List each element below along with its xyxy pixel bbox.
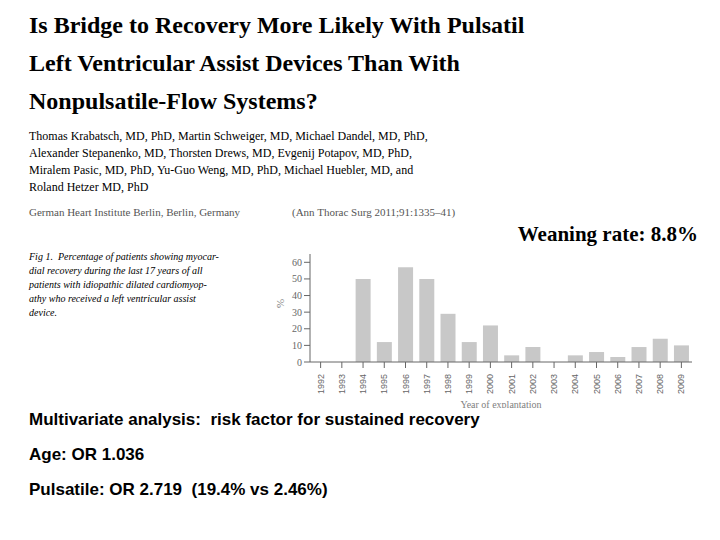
svg-text:30: 30 (292, 307, 302, 318)
svg-text:1996: 1996 (401, 374, 411, 394)
html-text:Weaning rate: 8.8%: Weaning rate: 8.8% (517, 222, 698, 246)
svg-text:1994: 1994 (358, 374, 368, 394)
html-text:Fig 1. Percentage of patients: Fig 1. Percentage of patients showing my… (29, 251, 219, 318)
svg-text:10: 10 (292, 340, 302, 351)
html-text:Pulsatile: OR 2.719 (19.4% vs: Pulsatile: OR 2.719 (19.4% vs 2.46%) (29, 480, 328, 499)
svg-text:2000: 2000 (485, 374, 495, 394)
svg-text:1997: 1997 (422, 374, 432, 394)
svg-text:1999: 1999 (464, 374, 474, 394)
svg-text:Year of explantation: Year of explantation (460, 399, 541, 408)
html-text:(Ann Thorac Surg 2011;91:1335–: (Ann Thorac Surg 2011;91:1335–41) (292, 206, 456, 218)
html-text:Age: OR 1.036: Age: OR 1.036 (29, 445, 145, 464)
svg-text:1992: 1992 (316, 374, 326, 394)
html-text:Thomas Krabatsch, MD, PhD, Mar: Thomas Krabatsch, MD, PhD, Martin Schwei… (29, 129, 428, 194)
svg-text:1995: 1995 (379, 374, 389, 394)
svg-text:2008: 2008 (655, 374, 665, 394)
svg-text:60: 60 (292, 257, 302, 268)
svg-text:2003: 2003 (549, 374, 559, 394)
svg-text:2009: 2009 (676, 374, 686, 394)
html-text:Is Bridge to Recovery More Lik: Is Bridge to Recovery More Likely With P… (29, 12, 525, 38)
html-text:German Heart Institute Berlin,: German Heart Institute Berlin, Berlin, G… (29, 206, 241, 218)
svg-text:2002: 2002 (528, 374, 538, 394)
svg-text:2004: 2004 (570, 374, 580, 394)
svg-text:1998: 1998 (443, 374, 453, 394)
svg-text:%: % (274, 299, 286, 308)
svg-text:1993: 1993 (337, 374, 347, 394)
svg-text:40: 40 (292, 290, 302, 301)
html-text:Left Ventricular Assist Device: Left Ventricular Assist Devices Than Wit… (29, 50, 460, 76)
svg-text:2005: 2005 (592, 374, 602, 394)
svg-text:50: 50 (292, 273, 302, 284)
html-text:Nonpulsatile-Flow Systems?: Nonpulsatile-Flow Systems? (29, 88, 318, 114)
svg-text:2001: 2001 (507, 374, 517, 394)
svg-text:2006: 2006 (613, 374, 623, 394)
html-text:Multivariate analysis: risk fa: Multivariate analysis: risk factor for s… (29, 410, 480, 429)
svg-text:2007: 2007 (634, 374, 644, 394)
svg-text:0: 0 (297, 357, 302, 368)
svg-text:20: 20 (292, 323, 302, 334)
